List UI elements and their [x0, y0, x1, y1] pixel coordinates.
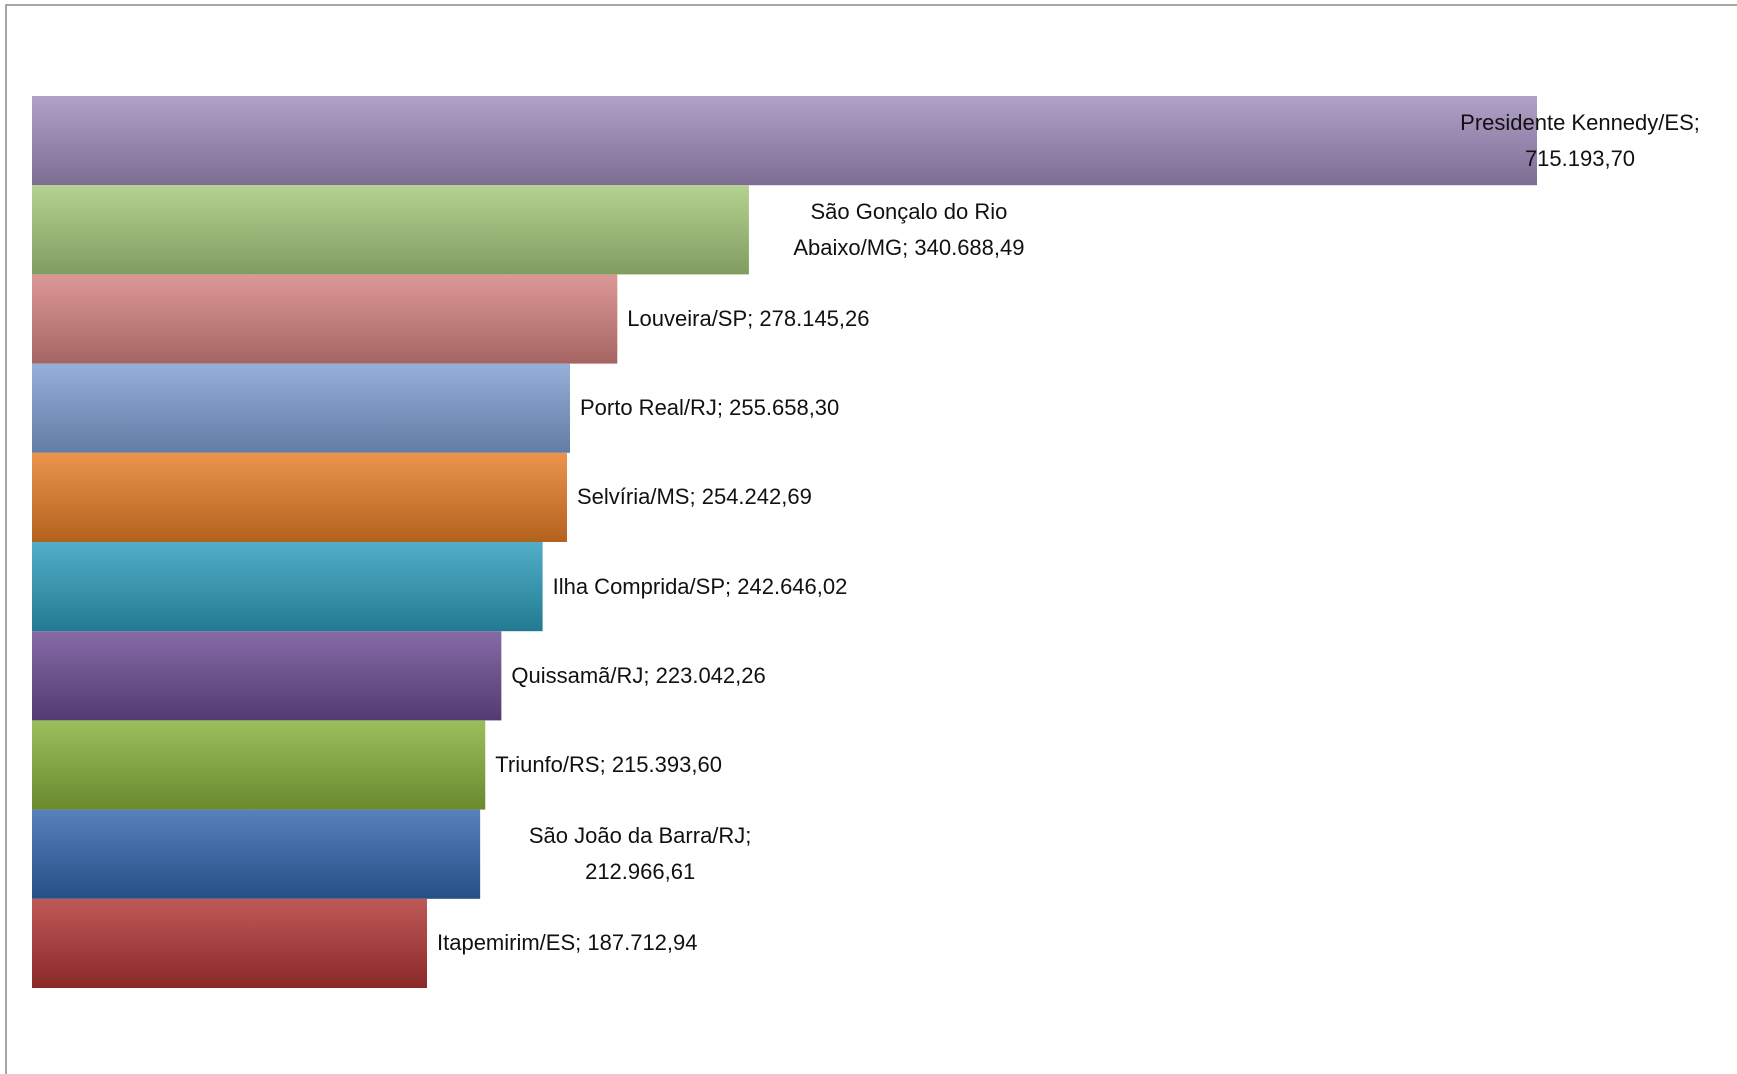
category-label: Presidente Kennedy/ES;: [1460, 109, 1700, 135]
bar: [32, 363, 570, 453]
category-label: Triunfo/RS;: [495, 752, 606, 777]
category-label: Porto Real/RJ;: [579, 395, 724, 421]
data-label: São Gonçalo do Rio Abaixo/MG; 340.688,49: [759, 194, 1059, 266]
value-label: 715.193,70: [1524, 145, 1636, 171]
category-label: Ilha Comprida/SP;: [552, 573, 732, 599]
category-label: São Gonçalo do Rio Abaixo/MG;: [793, 198, 1008, 260]
data-label: São João da Barra/RJ; 212.966,61: [490, 818, 790, 890]
data-label: Triunfo/RS; 215.393,60: [495, 747, 722, 783]
category-label: Quissamã/RJ;: [511, 662, 650, 688]
value-label: 278.145,26: [759, 306, 870, 331]
bar: [32, 809, 481, 899]
bar: [32, 185, 749, 275]
bar: [32, 898, 428, 988]
value-label: 255.658,30: [729, 395, 840, 421]
bar: [32, 274, 618, 364]
data-label: Selvíria/MS; 254.242,69: [577, 479, 812, 515]
bar: [32, 542, 543, 632]
value-label: 212.966,61: [585, 859, 696, 885]
bar: [32, 96, 1537, 186]
bar: [32, 452, 568, 542]
category-label: Louveira/SP;: [627, 306, 754, 331]
data-label: Presidente Kennedy/ES; 715.193,70: [1430, 105, 1730, 177]
bar: [32, 631, 502, 721]
chart-frame: [5, 4, 1737, 1074]
value-label: 215.393,60: [611, 752, 722, 777]
data-label: Itapemirim/ES; 187.712,94: [437, 925, 698, 961]
data-label: Ilha Comprida/SP; 242.646,02: [553, 569, 848, 605]
data-label: Porto Real/RJ; 255.658,30: [580, 390, 839, 426]
value-label: 254.242,69: [701, 484, 812, 510]
value-label: 340.688,49: [914, 234, 1025, 260]
data-label: Quissamã/RJ; 223.042,26: [511, 658, 765, 694]
value-label: 187.712,94: [587, 930, 698, 956]
category-label: São João da Barra/RJ;: [528, 823, 752, 849]
data-label: Louveira/SP; 278.145,26: [627, 301, 869, 337]
category-label: Itapemirim/ES;: [437, 930, 582, 956]
value-label: 223.042,26: [655, 662, 766, 688]
category-label: Selvíria/MS;: [577, 484, 696, 510]
value-label: 242.646,02: [737, 573, 848, 599]
bar: [32, 720, 486, 810]
